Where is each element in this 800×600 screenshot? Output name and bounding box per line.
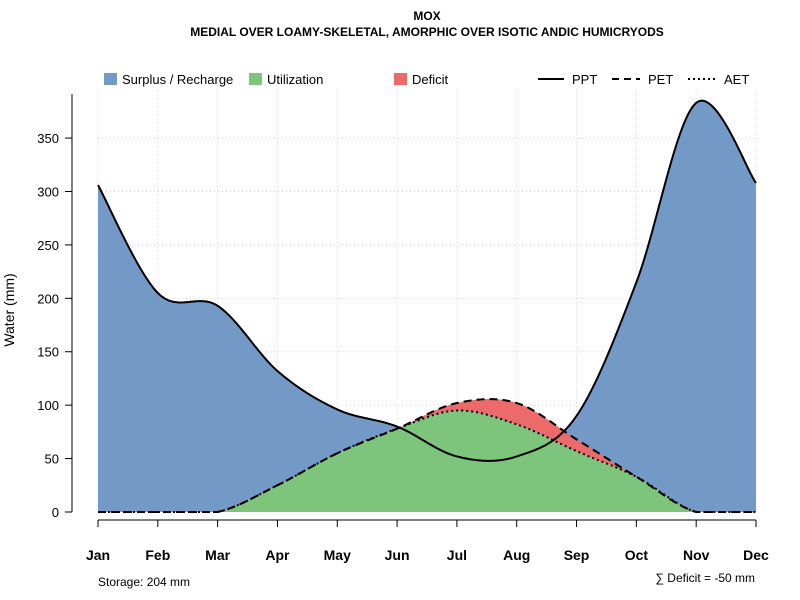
series-line-ppt: [97, 99, 757, 462]
area-fills: [98, 100, 756, 513]
y-tick-label-7: 350: [37, 131, 59, 146]
legend-label-pet: PET: [648, 72, 673, 87]
x-tick-label-may: May: [324, 547, 351, 563]
storage-label: Storage: 204 mm: [98, 575, 190, 589]
y-tick-label-1: 50: [45, 452, 59, 467]
area-deficit-full: [217, 399, 697, 512]
area-surplus-over-et-1: [564, 102, 697, 512]
legend-label-deficit: Deficit: [412, 72, 449, 87]
legend-swatch-utilization: [249, 73, 262, 85]
x-tick-label-apr: Apr: [265, 547, 290, 563]
y-axis-label: Water (mm): [1, 273, 17, 346]
x-tick-label-jul: Jul: [447, 547, 467, 563]
x-tick-label-oct: Oct: [625, 547, 649, 563]
legend-label-ppt: PPT: [572, 72, 597, 87]
legend-swatch-deficit: [394, 73, 407, 85]
x-axis: Jan Feb Mar Apr May Jun Jul Aug Sep Oct Nov Dec: [86, 519, 769, 563]
series-line-pet: [98, 398, 756, 513]
x-tick-label-sep: Sep: [564, 547, 590, 563]
legend-label-aet: AET: [724, 72, 749, 87]
y-tick-label-4: 200: [37, 291, 59, 306]
x-tick-label-aug: Aug: [503, 547, 530, 563]
y-tick-label-5: 250: [37, 238, 59, 253]
legend: Surplus / Recharge Utilization Deficit P…: [104, 72, 749, 87]
y-tick-label-0: 0: [52, 505, 59, 520]
y-tick-label-6: 300: [37, 184, 59, 199]
series-lines: [97, 99, 757, 513]
x-tick-label-jan: Jan: [86, 547, 110, 563]
x-tick-label-jun: Jun: [385, 547, 410, 563]
x-tick-label-dec: Dec: [743, 547, 769, 563]
legend-swatch-surplus: [104, 73, 117, 85]
y-tick-label-2: 100: [37, 398, 59, 413]
x-tick-label-nov: Nov: [683, 547, 710, 563]
chart-title: MOX: [413, 9, 440, 23]
chart-subtitle: MEDIAL OVER LOAMY-SKELETAL, AMORPHIC OVE…: [190, 25, 664, 39]
area-utilization-full: [217, 410, 697, 512]
y-axis: 0 50 100 150 200 250 300 350: [37, 94, 73, 520]
x-tick-label-feb: Feb: [145, 547, 170, 563]
legend-label-utilization: Utilization: [267, 72, 323, 87]
deficit-total-label: ∑ Deficit = -50 mm: [655, 571, 755, 585]
x-tick-label-mar: Mar: [205, 547, 230, 563]
y-tick-label-3: 150: [37, 345, 59, 360]
legend-label-surplus: Surplus / Recharge: [122, 72, 233, 87]
